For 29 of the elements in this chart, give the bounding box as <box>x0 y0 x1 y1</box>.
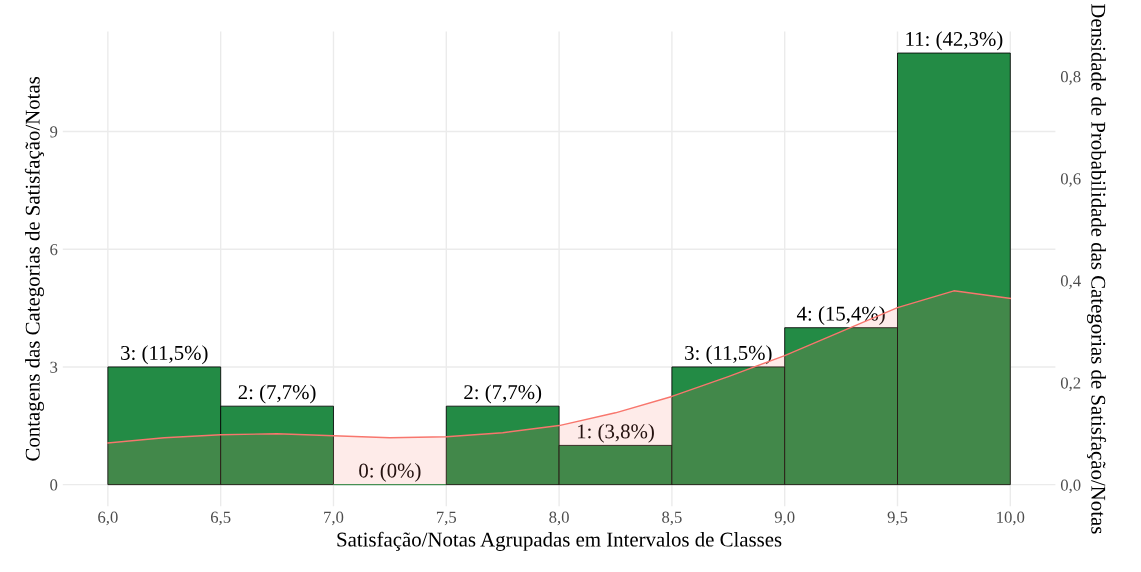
y2-axis-title: Densidade de Probabilidade das Categorias de Satisfação/Notas <box>1086 3 1107 534</box>
y-tick-label: 6 <box>50 243 58 256</box>
data-label: 11: (42,3%) <box>906 31 1003 51</box>
y-axis-title: Contagens das Categorias de Satisfação/Notas <box>24 76 44 461</box>
x-axis-title: Satisfação/Notas Agrupadas em Intervalos de Classes <box>337 531 782 551</box>
data-label: 3: (11,5%) <box>121 345 208 365</box>
data-label: 4: (15,4%) <box>796 306 885 325</box>
x-tick-label: 7,0 <box>324 511 344 526</box>
x-tick-label: 9,0 <box>774 511 795 526</box>
y-tick-label: 3 <box>50 361 58 373</box>
y2-tick-label: 0,6 <box>1060 173 1081 187</box>
data-label: 1: (3,8%) <box>577 423 654 443</box>
x-tick-label: 6,5 <box>210 511 231 526</box>
y-tick-label: 9 <box>50 126 58 138</box>
data-label: 3: (11,5%) <box>685 345 772 365</box>
y2-tick-label: 0,4 <box>1060 275 1081 289</box>
data-label: 0: (0%) <box>359 462 421 482</box>
x-tick-label: 8,5 <box>662 511 682 526</box>
data-label: 2: (7,7%) <box>238 384 316 404</box>
y2-tick-label: 0,8 <box>1060 71 1081 85</box>
y-tick-label: 0 <box>50 479 58 491</box>
x-tick-label: 9,5 <box>887 511 908 526</box>
x-tick-label: 6,0 <box>98 511 118 526</box>
x-tick-label: 10,0 <box>997 511 1025 526</box>
y2-tick-label: 0,0 <box>1060 479 1081 494</box>
x-tick-label: 7,5 <box>436 511 457 526</box>
y2-tick-label: 0,2 <box>1060 377 1081 392</box>
data-label: 2: (7,7%) <box>464 384 542 404</box>
x-tick-label: 8,0 <box>549 511 569 526</box>
